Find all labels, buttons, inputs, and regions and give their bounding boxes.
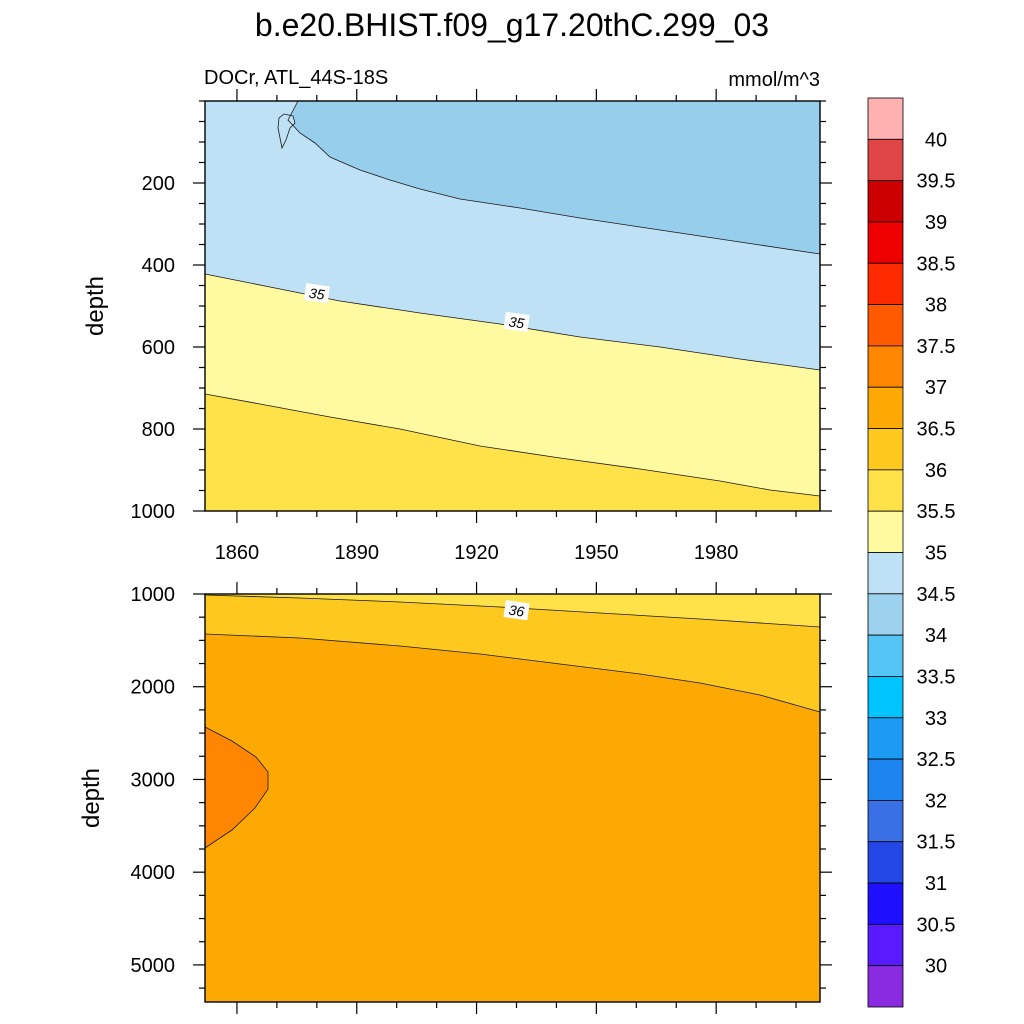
colorbar-label: 34.5	[917, 584, 956, 606]
colorbar-swatch	[867, 965, 904, 1008]
x-tick-label: 1860	[215, 542, 260, 564]
colorbar-swatch	[867, 428, 904, 471]
y-tick-label: 3000	[131, 769, 176, 791]
colorbar-label: 33	[925, 708, 947, 730]
colorbar-swatch	[867, 882, 904, 925]
colorbar-swatch	[867, 634, 904, 677]
colorbar-swatch	[867, 469, 904, 512]
lower-region-35_5-36	[205, 594, 820, 627]
lower-contour-36	[204, 594, 821, 628]
lower-region-36-36_5	[205, 594, 820, 712]
colorbar-label: 35	[925, 543, 947, 565]
upper-contour-35	[204, 273, 821, 371]
contour-label: 35	[503, 311, 530, 332]
colorbar-label: 36.5	[917, 419, 956, 441]
lower-x-ticks	[236, 582, 797, 1014]
y-tick-label: 2000	[131, 677, 176, 699]
lower-panel: 36 1000 2000 3000 4000 5000 depth	[78, 582, 832, 1014]
y-tick-label: 800	[142, 419, 175, 441]
contour-label-bg	[503, 311, 530, 332]
lower-contour-36_5	[204, 633, 821, 713]
y-tick-label: 600	[142, 337, 175, 359]
upper-region-35-35_5	[205, 274, 820, 496]
colorbar-swatch	[867, 345, 904, 388]
contour-label-bg	[303, 283, 330, 304]
colorbar-label: 38	[925, 295, 947, 317]
colorbar-swatch	[867, 138, 904, 182]
colorbar-label: 33.5	[917, 666, 956, 688]
colorbar-swatch	[867, 841, 904, 884]
colorbar-label: 32.5	[917, 749, 956, 771]
colorbar-swatch	[867, 923, 904, 967]
upper-y-axis-label: depth	[82, 276, 109, 336]
upper-contour-blob	[277, 113, 296, 150]
colorbar-swatch	[867, 800, 904, 843]
lower-contour-37	[204, 726, 269, 849]
colorbar-label: 31	[925, 873, 947, 895]
contour-label-text: 35	[508, 313, 526, 331]
colorbar-label: 30	[925, 956, 947, 978]
contour-label-text: 36	[508, 602, 526, 620]
colorbar-label: 31.5	[917, 832, 956, 854]
x-tick-label: 1890	[335, 542, 380, 564]
variable-label: DOCr, ATL_44S-18S	[204, 67, 388, 89]
upper-y-ticks: 200 400 600 800 1000	[131, 100, 832, 523]
contour-label-bg	[503, 600, 530, 621]
colorbar-swatch	[867, 552, 904, 595]
upper-contour-labels: 35 35	[303, 283, 530, 332]
colorbar-label: 38.5	[917, 253, 956, 275]
lower-contour-labels: 36	[503, 600, 530, 621]
contour-label-text: 35	[308, 285, 326, 303]
y-tick-label: 1000	[131, 501, 176, 523]
colorbar-label: 32	[925, 790, 947, 812]
y-tick-label: 400	[142, 255, 175, 277]
upper-region-34-34_5	[288, 101, 820, 254]
colorbar-swatch	[867, 262, 904, 305]
colorbar-label: 37	[925, 377, 947, 399]
colorbar-swatch	[867, 758, 904, 801]
y-tick-label: 1000	[131, 584, 176, 606]
lower-y-axis-label: depth	[78, 768, 105, 828]
x-tick-label: 1980	[694, 542, 739, 564]
colorbar-swatch	[867, 97, 904, 140]
colorbar-label: 39.5	[917, 171, 956, 193]
lower-y-ticks: 1000 2000 3000 4000 5000	[131, 584, 832, 989]
colorbar: 30 30.5 31 31.5 32 32.5 33 33.5 34 34.5 35 35.5 36 36…	[867, 97, 956, 1008]
colorbar-label: 39	[925, 212, 947, 234]
y-tick-label: 4000	[131, 862, 176, 884]
colorbar-swatch	[867, 717, 904, 760]
colorbar-label: 30.5	[917, 914, 956, 936]
colorbar-swatch	[867, 221, 904, 264]
lower-frame	[204, 593, 821, 1003]
y-tick-label: 5000	[131, 955, 176, 977]
lower-region-37-37_5	[205, 727, 268, 848]
colorbar-label: 40	[925, 129, 947, 151]
colorbar-swatch	[867, 304, 904, 347]
x-tick-label: 1920	[454, 542, 499, 564]
units-label: mmol/m^3	[728, 69, 820, 91]
colorbar-swatch	[867, 510, 904, 553]
colorbar-label: 34	[925, 625, 947, 647]
colorbar-swatch	[867, 386, 904, 429]
colorbar-swatch	[867, 676, 904, 719]
upper-region-35_5-36	[205, 394, 820, 511]
colorbar-swatch	[867, 180, 904, 223]
colorbar-swatch	[867, 593, 904, 636]
colorbar-label: 35.5	[917, 501, 956, 523]
upper-x-ticks: 1860 1890 1920 1950 1980	[215, 89, 797, 564]
contour-label: 36	[503, 600, 530, 621]
colorbar-label: 36	[925, 460, 947, 482]
upper-contour-35_5	[204, 393, 821, 497]
y-tick-label: 200	[142, 173, 175, 195]
colorbar-label: 37.5	[917, 336, 956, 358]
upper-panel: 35 35 200 400 600 800 1000 1860 1890 1920 1950 19…	[82, 89, 832, 564]
x-tick-label: 1950	[574, 542, 619, 564]
chart-title: b.e20.BHIST.f09_g17.20thC.299_03	[255, 7, 769, 43]
contour-label: 35	[303, 283, 330, 304]
upper-contour-34_5	[287, 100, 821, 255]
